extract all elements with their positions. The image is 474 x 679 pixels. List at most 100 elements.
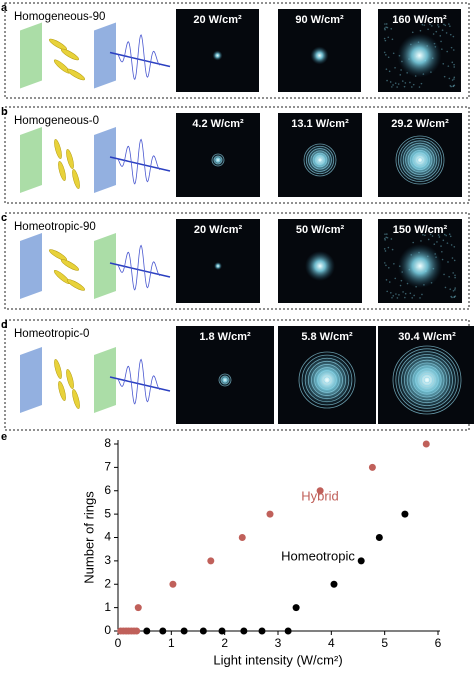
y-tick-label: 8 — [104, 436, 111, 450]
glow-spot — [299, 352, 355, 408]
speckle — [451, 257, 454, 259]
speckle — [383, 51, 386, 54]
diffraction-ring — [407, 147, 433, 173]
speckle — [453, 296, 455, 299]
speckle — [383, 27, 386, 30]
speckle — [444, 286, 447, 289]
polarizer-plate — [20, 22, 42, 89]
diffraction-ring — [218, 373, 232, 387]
polarizer-plate — [94, 22, 116, 89]
diffraction-ring — [412, 152, 428, 168]
image-label: 13.1 W/cm² — [291, 118, 349, 130]
glow-spot — [214, 262, 222, 270]
speckle — [394, 82, 397, 85]
speckle — [391, 38, 394, 41]
speckle — [391, 248, 394, 251]
speckle — [387, 36, 390, 39]
image-label: 5.8 W/cm² — [301, 331, 353, 343]
speckle — [454, 289, 456, 291]
image-label: 30.4 W/cm² — [398, 331, 456, 343]
schematic — [20, 22, 171, 89]
speckle — [384, 233, 386, 235]
diffraction-ring — [395, 135, 445, 185]
wave — [117, 244, 161, 291]
speckle — [443, 233, 446, 236]
panel-title: Homeotropic-0 — [14, 328, 89, 340]
speckle — [392, 295, 395, 297]
wave — [117, 34, 161, 81]
speckle — [383, 262, 386, 264]
data-point — [238, 534, 246, 541]
speckle — [431, 25, 433, 27]
speckle — [384, 39, 387, 42]
speckle — [403, 85, 406, 88]
data-point — [375, 534, 383, 541]
lc-molecule — [58, 381, 66, 401]
x-tick-label: 1 — [168, 636, 175, 650]
beam-image — [176, 219, 260, 303]
series-label: Hybrid — [301, 488, 339, 503]
diffraction-ring — [402, 142, 438, 178]
data-point — [218, 627, 226, 635]
lc-molecule — [54, 359, 62, 379]
speckle — [453, 78, 455, 80]
beam — [109, 376, 171, 392]
data-point — [284, 627, 292, 635]
speckle — [411, 86, 413, 88]
speckle — [448, 233, 451, 236]
lc-molecule — [58, 161, 66, 181]
x-tick-label: 0 — [115, 636, 122, 650]
diffraction-ring — [220, 375, 230, 385]
data-point — [240, 627, 248, 635]
x-tick-label: 3 — [275, 636, 282, 650]
speckle — [452, 35, 455, 38]
speckle — [450, 244, 453, 246]
lc-molecule — [66, 369, 74, 389]
speckle — [452, 85, 454, 88]
diffraction-ring — [298, 351, 356, 409]
speckle — [413, 294, 415, 297]
speckle — [396, 297, 399, 299]
image-label: 50 W/cm² — [296, 224, 345, 236]
panel-title: Homogeneous-90 — [14, 11, 105, 23]
speckle — [423, 24, 426, 26]
diffraction-ring — [392, 345, 462, 415]
data-point — [401, 510, 409, 518]
speckle — [404, 82, 407, 84]
speckle — [400, 279, 403, 282]
speckle — [442, 239, 445, 242]
speckle — [454, 276, 456, 279]
speckle — [384, 237, 386, 240]
speckle — [421, 293, 423, 296]
x-tick-label: 5 — [381, 636, 388, 650]
diffraction-ring — [418, 371, 436, 389]
diffraction-ring — [315, 155, 325, 165]
speckle — [429, 233, 432, 236]
speckle — [421, 23, 424, 26]
speckle — [393, 262, 395, 265]
x-axis-label: Light intensity (W/cm²) — [213, 652, 342, 667]
y-tick-label: 3 — [104, 553, 111, 567]
speckle — [394, 66, 396, 69]
speckle — [435, 30, 438, 33]
image-label: 20 W/cm² — [194, 224, 243, 236]
speckle — [441, 48, 443, 50]
diffraction-ring — [401, 354, 453, 406]
polarizer-plate — [20, 127, 42, 193]
diffraction-ring — [213, 155, 223, 165]
speckle — [404, 292, 407, 295]
glow-spot — [397, 33, 442, 78]
panel-box — [4, 319, 470, 431]
lc-molecule — [48, 38, 68, 51]
diffraction-ring — [308, 148, 332, 172]
speckle — [449, 25, 451, 27]
lc-molecule — [66, 68, 86, 81]
speckle — [387, 246, 390, 249]
panel-letter: b — [1, 106, 8, 118]
diffraction-ring — [406, 359, 448, 401]
speckle — [453, 259, 456, 262]
diffraction-ring — [317, 370, 337, 390]
speckle — [418, 86, 421, 88]
speckle — [404, 296, 406, 299]
